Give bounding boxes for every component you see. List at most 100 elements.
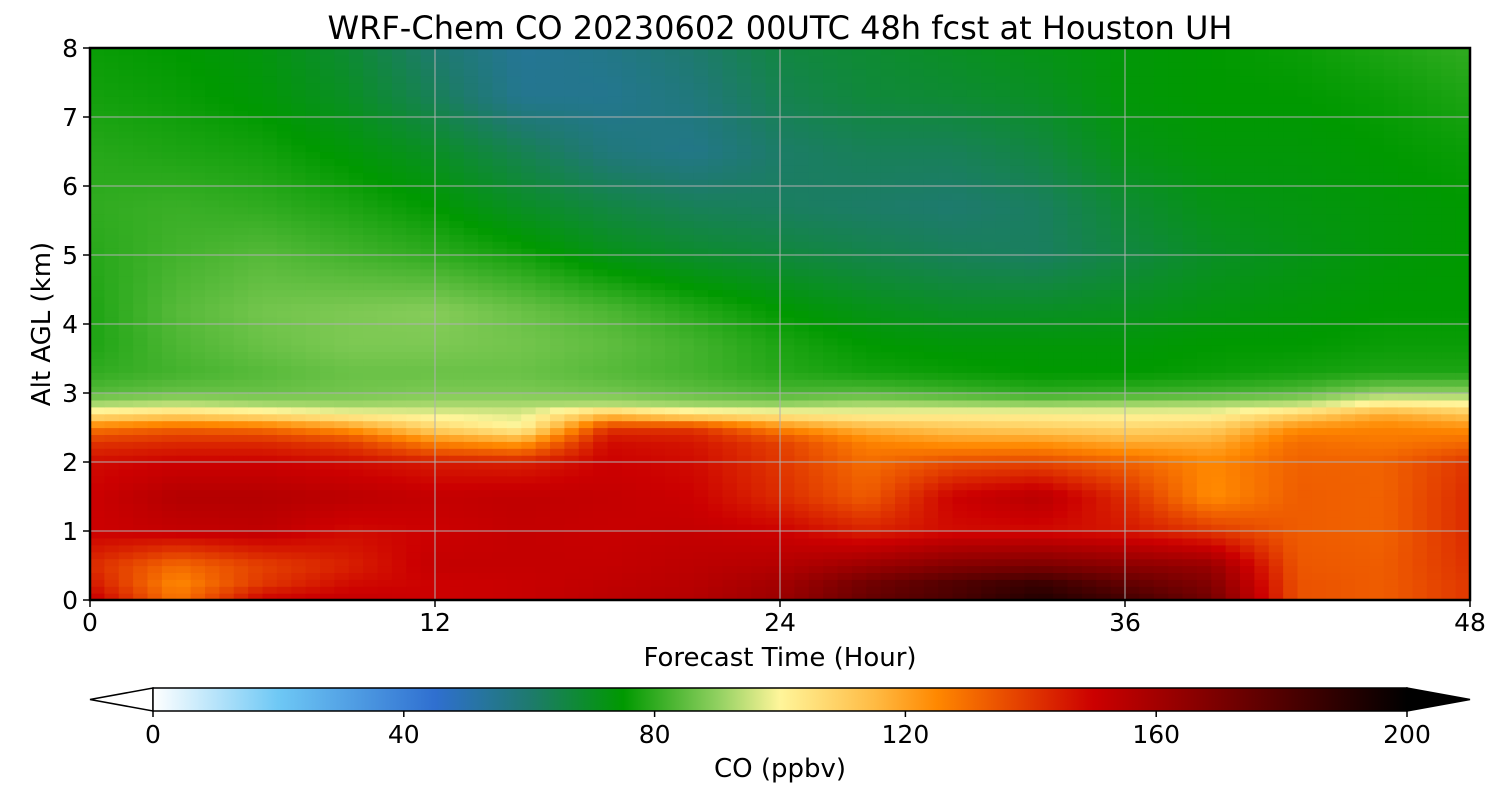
- heatmap-cell: [1340, 572, 1356, 580]
- heatmap-cell: [1024, 524, 1040, 532]
- heatmap-cell: [808, 572, 824, 580]
- heatmap-cell: [966, 448, 982, 456]
- heatmap-cell: [1110, 586, 1126, 594]
- heatmap-cell: [420, 275, 436, 284]
- heatmap-cell: [1196, 344, 1212, 353]
- heatmap-cell: [1038, 496, 1054, 504]
- heatmap-cell: [1369, 268, 1385, 277]
- heatmap-cell: [1455, 317, 1471, 325]
- heatmap-cell: [880, 372, 896, 380]
- heatmap-cell: [161, 537, 177, 546]
- heatmap-cell: [1240, 406, 1255, 415]
- heatmap-cell: [1355, 310, 1370, 318]
- heatmap-cell: [751, 358, 767, 366]
- heatmap-cell: [161, 544, 177, 553]
- heatmap-cell: [104, 393, 120, 401]
- heatmap-cell: [1311, 358, 1327, 366]
- heatmap-cell: [1398, 296, 1414, 304]
- heatmap-cell: [1441, 296, 1457, 304]
- heatmap-cell: [1168, 531, 1184, 539]
- heatmap-cell: [492, 448, 508, 456]
- heatmap-cell: [736, 558, 752, 567]
- heatmap-cell: [1369, 317, 1385, 325]
- heatmap-cell: [377, 572, 393, 580]
- heatmap-cell: [406, 379, 422, 387]
- heatmap-cell: [1196, 386, 1212, 394]
- heatmap-cell: [363, 434, 379, 442]
- heatmap-cell: [1240, 462, 1255, 470]
- heatmap-cell: [1398, 255, 1414, 263]
- heatmap-cell: [1311, 241, 1327, 249]
- heatmap-cell: [1254, 268, 1270, 277]
- heatmap-cell: [205, 510, 220, 518]
- heatmap-cell: [1326, 248, 1342, 256]
- heatmap-cell: [1225, 468, 1241, 477]
- heatmap-cell: [780, 275, 795, 284]
- heatmap-cell: [607, 482, 623, 491]
- heatmap-cell: [938, 379, 954, 387]
- heatmap-cell: [233, 413, 249, 422]
- heatmap-cell: [1211, 462, 1227, 470]
- heatmap-cell: [1038, 289, 1054, 297]
- heatmap-cell: [938, 517, 954, 525]
- heatmap-cell: [118, 455, 134, 463]
- heatmap-cell: [966, 544, 982, 553]
- heatmap-cell: [478, 365, 494, 373]
- heatmap-cell: [320, 475, 335, 484]
- heatmap-cell: [420, 558, 436, 567]
- heatmap-cell: [1326, 413, 1342, 422]
- heatmap-cell: [435, 531, 450, 539]
- heatmap-cell: [1398, 482, 1414, 491]
- heatmap-cell: [880, 241, 896, 249]
- heatmap-cell: [1369, 551, 1385, 560]
- heatmap-cell: [1168, 441, 1184, 449]
- heatmap-cell: [938, 372, 954, 380]
- heatmap-cell: [391, 358, 407, 366]
- heatmap-cell: [1125, 255, 1140, 263]
- heatmap-cell: [923, 448, 939, 456]
- heatmap-cell: [736, 303, 752, 311]
- heatmap-cell: [938, 310, 954, 318]
- heatmap-cell: [1182, 372, 1198, 380]
- heatmap-cell: [1355, 351, 1370, 360]
- heatmap-cell: [1441, 255, 1457, 263]
- heatmap-cell: [981, 337, 997, 346]
- heatmap-cell: [391, 372, 407, 380]
- heatmap-cell: [1426, 496, 1442, 504]
- heatmap-cell: [1139, 531, 1155, 539]
- heatmap-cell: [952, 517, 968, 525]
- heatmap-cell: [1096, 365, 1112, 373]
- heatmap-cell: [952, 579, 968, 587]
- heatmap-cell: [952, 558, 968, 567]
- heatmap-cell: [1096, 558, 1112, 567]
- heatmap-cell: [593, 248, 609, 256]
- heatmap-cell: [1053, 248, 1069, 256]
- heatmap-cell: [305, 475, 321, 484]
- heatmap-cell: [808, 496, 824, 504]
- heatmap-cell: [923, 310, 939, 318]
- heatmap-cell: [291, 496, 307, 504]
- heatmap-cell: [276, 379, 292, 387]
- heatmap-cell: [449, 413, 465, 422]
- heatmap-cell: [952, 399, 968, 408]
- heatmap-cell: [1426, 241, 1442, 249]
- heatmap-cell: [938, 551, 954, 560]
- heatmap-cell: [1455, 324, 1471, 332]
- heatmap-cell: [578, 475, 594, 484]
- heatmap-cell: [420, 365, 436, 373]
- heatmap-cell: [320, 489, 335, 498]
- heatmap-cell: [1441, 248, 1457, 256]
- heatmap-cell: [133, 241, 149, 249]
- heatmap-cell: [593, 413, 609, 422]
- heatmap-cell: [1010, 255, 1025, 263]
- heatmap-cell: [1110, 358, 1126, 366]
- heatmap-cell: [1110, 261, 1126, 270]
- heatmap-cell: [406, 317, 422, 325]
- heatmap-cell: [895, 517, 910, 525]
- heatmap-cell: [219, 593, 235, 601]
- heatmap-cell: [1024, 351, 1040, 360]
- heatmap-cell: [1254, 351, 1270, 360]
- heatmap-cell: [995, 524, 1011, 532]
- heatmap-cell: [90, 448, 105, 456]
- heatmap-cell: [391, 579, 407, 587]
